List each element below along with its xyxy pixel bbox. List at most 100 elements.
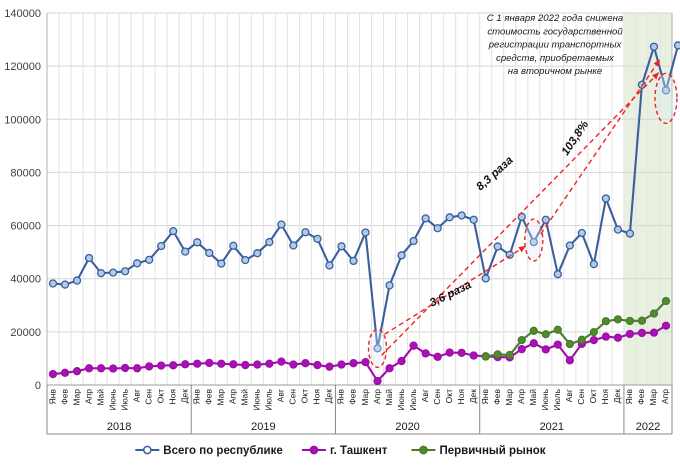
series-point[interactable] bbox=[96, 364, 106, 373]
series-point[interactable] bbox=[337, 360, 346, 369]
series-point[interactable] bbox=[349, 256, 358, 266]
series-point[interactable] bbox=[529, 339, 538, 348]
series-point[interactable] bbox=[48, 369, 58, 379]
series-point[interactable] bbox=[577, 335, 587, 344]
series-point[interactable] bbox=[577, 228, 587, 238]
series-point[interactable] bbox=[277, 357, 286, 366]
series-point[interactable] bbox=[469, 351, 478, 360]
series-point[interactable] bbox=[637, 328, 647, 338]
series-point[interactable] bbox=[193, 359, 202, 368]
series-point[interactable] bbox=[108, 268, 118, 277]
series-point[interactable] bbox=[541, 330, 550, 339]
series-point[interactable] bbox=[541, 215, 550, 224]
series-point[interactable] bbox=[493, 350, 502, 359]
series-point[interactable] bbox=[505, 350, 514, 360]
series-point[interactable] bbox=[72, 367, 82, 376]
legend-item-2[interactable]: Первичный рынок bbox=[411, 445, 546, 457]
series-point[interactable] bbox=[313, 360, 322, 370]
series-point[interactable] bbox=[673, 41, 680, 50]
series-point[interactable] bbox=[145, 255, 154, 264]
series-point[interactable] bbox=[205, 358, 214, 368]
series-point[interactable] bbox=[60, 368, 70, 377]
series-point[interactable] bbox=[601, 332, 611, 341]
series-point[interactable] bbox=[277, 220, 286, 229]
series-point[interactable] bbox=[661, 321, 671, 330]
legend-item-0[interactable]: Всего по республике bbox=[135, 445, 283, 457]
series-point[interactable] bbox=[120, 363, 130, 373]
series-point[interactable] bbox=[469, 215, 478, 224]
series-point[interactable] bbox=[481, 352, 490, 361]
series-point[interactable] bbox=[661, 296, 671, 306]
series-point[interactable] bbox=[637, 316, 647, 325]
series-point[interactable] bbox=[553, 270, 562, 279]
series-point[interactable] bbox=[84, 364, 94, 373]
series-point[interactable] bbox=[445, 213, 454, 222]
series-point[interactable] bbox=[421, 349, 430, 358]
series-point[interactable] bbox=[541, 345, 550, 354]
series-point[interactable] bbox=[96, 268, 106, 278]
series-point[interactable] bbox=[181, 360, 190, 369]
series-point[interactable] bbox=[253, 360, 262, 369]
series-point[interactable] bbox=[169, 227, 178, 236]
series-point[interactable] bbox=[253, 249, 262, 258]
series-point[interactable] bbox=[373, 376, 382, 386]
series-point[interactable] bbox=[217, 359, 226, 368]
series-point[interactable] bbox=[229, 241, 238, 250]
series-point[interactable] bbox=[289, 241, 298, 250]
series-point[interactable] bbox=[625, 316, 635, 326]
series-point[interactable] bbox=[337, 242, 346, 251]
series-point[interactable] bbox=[385, 364, 394, 373]
series-point[interactable] bbox=[601, 317, 611, 326]
series-point[interactable] bbox=[84, 253, 94, 263]
series-point[interactable] bbox=[157, 361, 166, 370]
series-point[interactable] bbox=[565, 356, 574, 365]
series-point[interactable] bbox=[601, 194, 611, 203]
series-point[interactable] bbox=[553, 325, 562, 334]
series-point[interactable] bbox=[361, 357, 370, 367]
series-point[interactable] bbox=[217, 259, 226, 268]
series-point[interactable] bbox=[313, 234, 322, 244]
series-point[interactable] bbox=[421, 214, 430, 223]
series-point[interactable] bbox=[108, 364, 118, 373]
series-point[interactable] bbox=[361, 228, 370, 237]
series-point[interactable] bbox=[493, 242, 502, 251]
series-point[interactable] bbox=[145, 362, 154, 371]
series-point[interactable] bbox=[48, 279, 58, 288]
series-point[interactable] bbox=[625, 329, 635, 339]
series-point[interactable] bbox=[529, 326, 538, 335]
series-point[interactable] bbox=[132, 259, 142, 268]
series-point[interactable] bbox=[409, 341, 418, 350]
series-point[interactable] bbox=[72, 276, 82, 285]
series-point[interactable] bbox=[241, 360, 250, 370]
series-point[interactable] bbox=[157, 241, 166, 251]
series-point[interactable] bbox=[529, 237, 538, 247]
series-point[interactable] bbox=[661, 86, 671, 95]
series-point[interactable] bbox=[265, 237, 274, 247]
series-point[interactable] bbox=[397, 251, 406, 260]
series-point[interactable] bbox=[120, 267, 130, 276]
series-point[interactable] bbox=[565, 339, 574, 349]
series-point[interactable] bbox=[613, 225, 623, 234]
series-point[interactable] bbox=[649, 328, 659, 337]
series-point[interactable] bbox=[132, 364, 142, 373]
series-point[interactable] bbox=[373, 344, 382, 353]
series-point[interactable] bbox=[589, 335, 599, 345]
series-point[interactable] bbox=[433, 224, 442, 233]
series-point[interactable] bbox=[181, 247, 190, 256]
series-point[interactable] bbox=[613, 315, 623, 324]
series-point[interactable] bbox=[289, 360, 298, 369]
series-point[interactable] bbox=[433, 352, 442, 361]
series-point[interactable] bbox=[241, 255, 250, 265]
series-point[interactable] bbox=[60, 280, 70, 289]
series-point[interactable] bbox=[457, 211, 466, 220]
series-point[interactable] bbox=[409, 236, 418, 246]
series-point[interactable] bbox=[349, 359, 358, 368]
series-point[interactable] bbox=[649, 309, 659, 318]
series-point[interactable] bbox=[205, 248, 214, 258]
series-point[interactable] bbox=[325, 261, 334, 270]
series-point[interactable] bbox=[445, 348, 454, 357]
series-point[interactable] bbox=[385, 281, 394, 290]
series-point[interactable] bbox=[301, 228, 310, 237]
series-point[interactable] bbox=[457, 348, 466, 357]
series-point[interactable] bbox=[169, 361, 178, 370]
